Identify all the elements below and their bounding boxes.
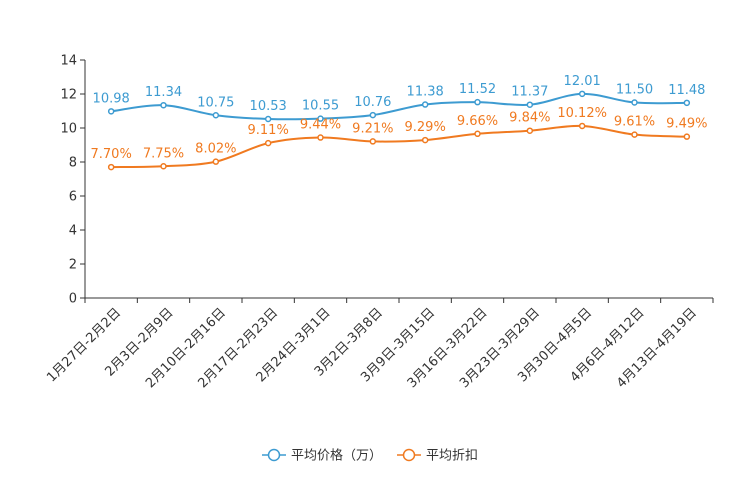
series-2-data-label: 9.66% xyxy=(457,114,498,129)
series-1-point[interactable] xyxy=(421,101,429,108)
series-1-data-label: 11.34 xyxy=(145,85,182,100)
series-2-point[interactable] xyxy=(421,136,429,144)
series-1-data-label: 10.55 xyxy=(302,99,339,114)
y-tick-label: 4 xyxy=(69,224,77,239)
series-1-point[interactable] xyxy=(317,115,324,122)
series-2-data-label: 9.21% xyxy=(352,121,393,136)
series-2-point[interactable] xyxy=(264,139,272,147)
series-2-point[interactable] xyxy=(317,134,324,141)
series-2-data-label: 9.11% xyxy=(248,123,289,138)
series-2-data-label: 9.29% xyxy=(405,120,446,135)
series-1-point[interactable] xyxy=(474,98,481,106)
series-2-data-label: 10.12% xyxy=(557,106,607,121)
series-2-data-label: 8.02% xyxy=(195,142,236,157)
y-tick-label: 14 xyxy=(60,54,77,69)
series-2-data-label: 9.49% xyxy=(666,117,707,132)
series-1-data-label: 11.37 xyxy=(511,85,548,100)
y-tick-label: 10 xyxy=(60,122,77,137)
series-2-point[interactable] xyxy=(683,133,691,140)
series-1-point[interactable] xyxy=(107,108,115,115)
series-2-point[interactable] xyxy=(160,163,167,170)
series-1-data-label: 10.98 xyxy=(93,91,130,106)
legend-item-2[interactable]: 平均折扣 xyxy=(397,449,478,464)
y-tick-label: 8 xyxy=(69,156,77,171)
series-1-point[interactable] xyxy=(264,115,272,123)
series-2-point[interactable] xyxy=(369,138,377,145)
series-1-data-label: 11.48 xyxy=(668,83,705,98)
series-2-point[interactable] xyxy=(107,163,115,171)
series-line-2 xyxy=(111,124,687,169)
series-1-point[interactable] xyxy=(631,99,638,106)
series-2-point[interactable] xyxy=(631,131,638,138)
y-tick-label: 0 xyxy=(69,292,77,307)
series-2-point[interactable] xyxy=(212,158,220,165)
series-2-point[interactable] xyxy=(526,127,534,134)
series-2-data-label: 9.44% xyxy=(300,118,341,133)
y-tick-label: 6 xyxy=(69,190,77,205)
y-tick-label: 2 xyxy=(69,258,77,273)
series-1-data-label: 10.76 xyxy=(354,95,391,110)
series-1-point[interactable] xyxy=(526,101,534,108)
legend-item-1[interactable]: 平均价格（万） xyxy=(262,448,382,464)
series-2-data-label: 9.61% xyxy=(614,115,655,130)
series-1-data-label: 10.75 xyxy=(197,95,234,110)
series-lines xyxy=(111,92,687,169)
series-2-point[interactable] xyxy=(578,122,586,130)
series-2-point[interactable] xyxy=(474,130,481,138)
series-line-1 xyxy=(111,92,687,121)
series-1-point[interactable] xyxy=(683,99,691,107)
series-1-point[interactable] xyxy=(212,112,220,119)
legend-marker-icon xyxy=(267,448,281,462)
series-1-data-label: 10.53 xyxy=(250,99,287,114)
series-1-data-label: 11.50 xyxy=(616,83,653,98)
legend-marker-icon xyxy=(402,448,416,462)
series-2-data-label: 7.70% xyxy=(91,147,132,162)
data-labels: 10.98 11.34 10.75 10.53 10.55 10.76 11.38 11.52… xyxy=(91,74,708,162)
series-2-data-label: 9.84% xyxy=(509,111,550,126)
y-tick-label: 12 xyxy=(60,88,77,103)
series-2-data-label: 7.75% xyxy=(143,146,184,161)
series-1-data-label: 12.01 xyxy=(564,74,601,89)
legend-label: 平均价格（万） xyxy=(291,448,382,464)
legend-label: 平均折扣 xyxy=(426,449,478,464)
legend[interactable]: 平均价格（万） 平均折扣 xyxy=(262,448,478,464)
series-points xyxy=(107,90,691,171)
series-1-point[interactable] xyxy=(369,111,377,119)
series-1-data-label: 11.52 xyxy=(459,82,496,97)
series-1-point[interactable] xyxy=(578,90,586,98)
series-1-point[interactable] xyxy=(160,101,167,109)
series-1-data-label: 11.38 xyxy=(407,85,444,100)
